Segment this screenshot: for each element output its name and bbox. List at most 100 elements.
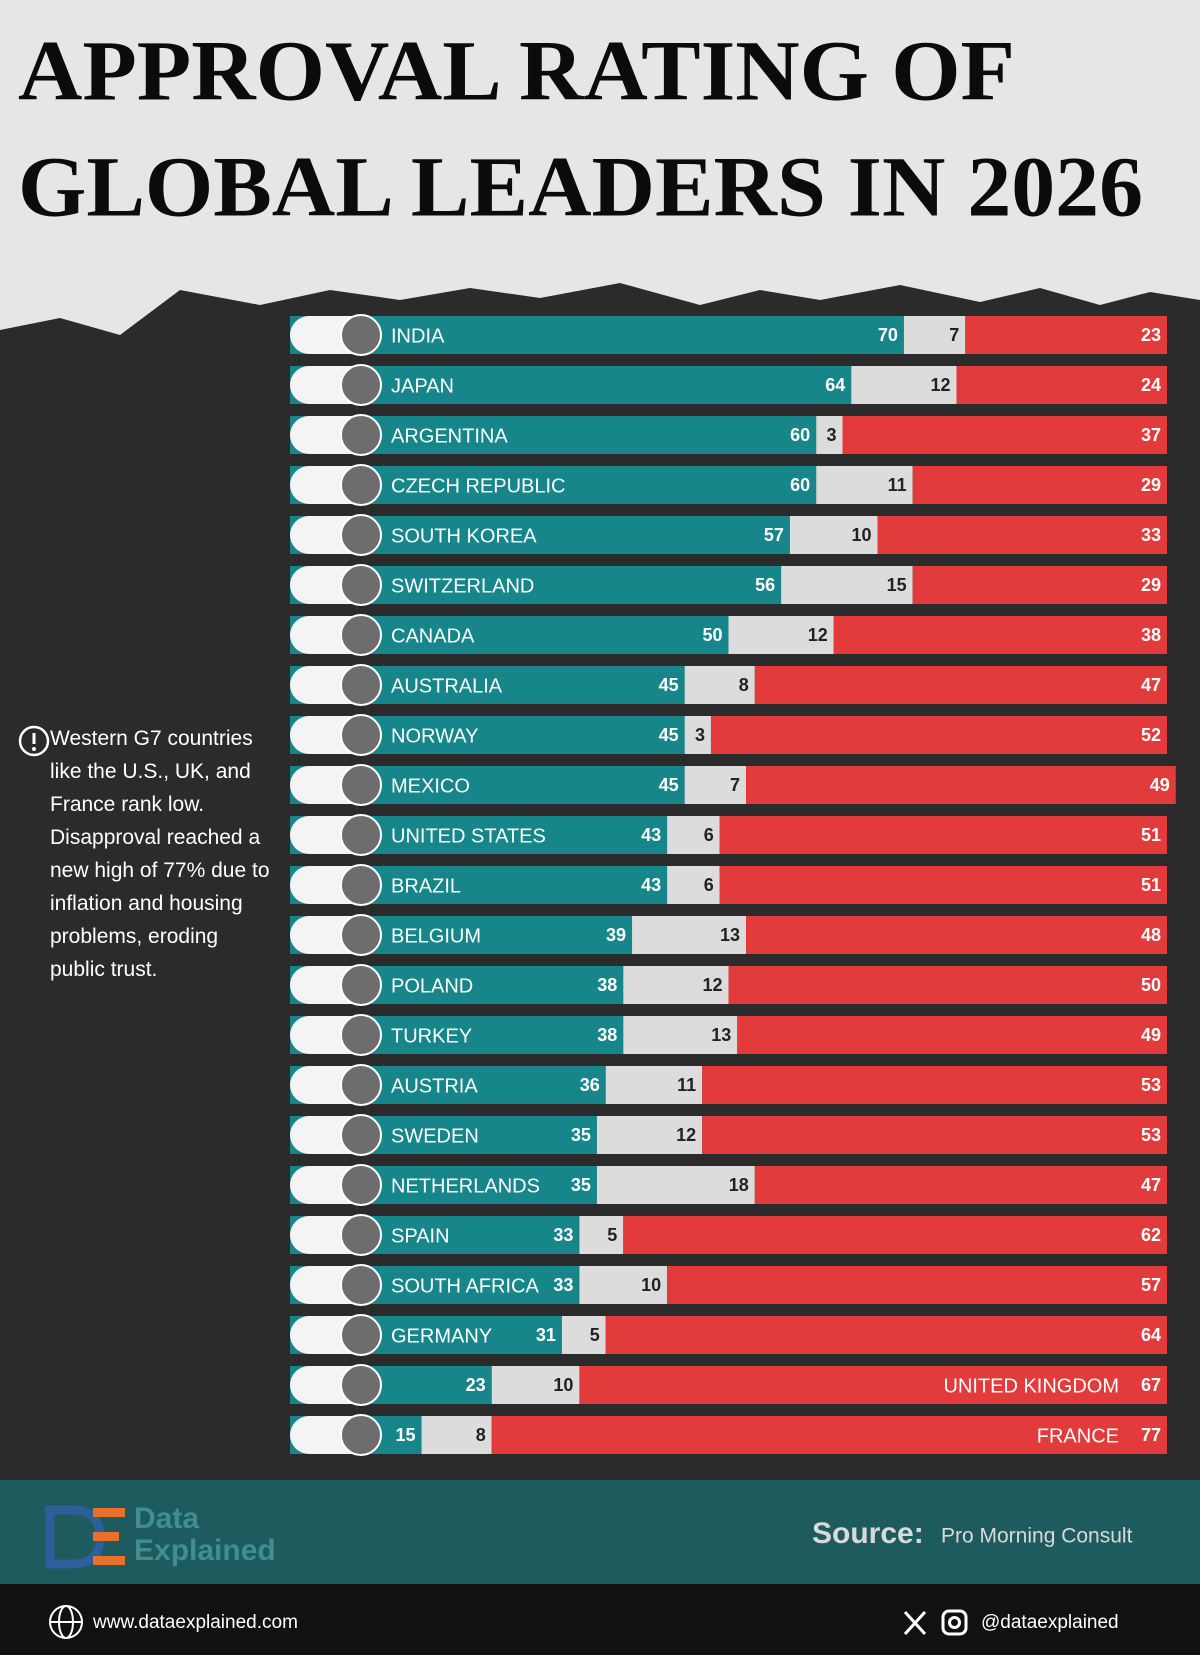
bar-segment <box>684 666 755 704</box>
value-label: 51 <box>1141 825 1161 845</box>
value-label: 12 <box>930 375 950 395</box>
portrait <box>340 1214 382 1256</box>
value-label: 23 <box>466 1375 486 1395</box>
value-label: 45 <box>659 775 679 795</box>
value-label: 50 <box>1141 975 1161 995</box>
value-label: 64 <box>825 375 845 395</box>
bar-segment <box>746 766 1176 804</box>
value-label: 56 <box>755 575 775 595</box>
portrait <box>340 1264 382 1306</box>
bar-segment <box>579 1266 668 1304</box>
category-label: GERMANY <box>391 1325 492 1347</box>
bar-segment <box>710 716 1167 754</box>
annotation-box: Western G7 countries like the U.S., UK, … <box>50 727 270 981</box>
bar-segment <box>702 1116 1167 1154</box>
portrait <box>340 864 382 906</box>
bar-segment <box>667 816 720 854</box>
value-label: 53 <box>1141 1075 1161 1095</box>
globe-icon <box>49 1605 83 1639</box>
value-label: 23 <box>1141 325 1161 345</box>
portrait <box>340 964 382 1006</box>
bar-segment <box>579 1366 1167 1404</box>
bar-segment <box>719 816 1167 854</box>
bar-segment <box>851 366 957 404</box>
value-label: 15 <box>887 575 907 595</box>
value-label: 52 <box>1141 725 1161 745</box>
value-label: 6 <box>704 825 714 845</box>
bar-segment <box>781 566 913 604</box>
brand: Data <box>134 1502 199 1535</box>
value-label: 33 <box>553 1225 573 1245</box>
value-label: 15 <box>396 1425 416 1445</box>
category-label: TURKEY <box>391 1025 472 1047</box>
portrait <box>340 664 382 706</box>
value-label: 8 <box>739 675 749 695</box>
category-label: CANADA <box>391 625 475 647</box>
value-label: 45 <box>659 725 679 745</box>
value-label: 43 <box>641 875 661 895</box>
value-label: 3 <box>695 725 705 745</box>
category-label: UNITED KINGDOM <box>943 1375 1119 1397</box>
value-label: 38 <box>1141 625 1161 645</box>
category-label: SOUTH KOREA <box>391 525 537 547</box>
social-icons <box>903 1609 968 1636</box>
paper-top <box>0 0 1200 335</box>
note-icon <box>18 725 50 757</box>
annotation: Western G7 countries like the U.S., UK, … <box>50 727 270 981</box>
bar-segment <box>842 416 1167 454</box>
value-label: 12 <box>676 1125 696 1145</box>
value-label: 18 <box>729 1175 749 1195</box>
portrait <box>340 1164 382 1206</box>
footer-band <box>0 1480 1200 1584</box>
value-label: 35 <box>571 1175 591 1195</box>
bar-segment <box>746 916 1167 954</box>
bar-segment <box>684 766 747 804</box>
bar-segment <box>421 1416 492 1454</box>
portrait <box>340 514 382 556</box>
category-label: SPAIN <box>391 1225 450 1247</box>
portrait <box>340 1064 382 1106</box>
bar-segment <box>816 416 843 454</box>
value-label: 64 <box>1141 1325 1161 1345</box>
portrait <box>340 414 382 456</box>
bar-segment <box>491 1366 580 1404</box>
value-label: 57 <box>1141 1275 1161 1295</box>
value-label: 70 <box>878 325 898 345</box>
bar-segment <box>877 516 1167 554</box>
value-label: 7 <box>730 775 740 795</box>
bar-segment <box>956 366 1167 404</box>
chart-title: APPROVAL RATING OF <box>18 23 1015 119</box>
value-label: 5 <box>607 1225 617 1245</box>
value-label: 67 <box>1141 1375 1161 1395</box>
footer-bottom <box>0 1584 1200 1655</box>
bar-segment <box>491 1416 1168 1454</box>
portrait <box>340 564 382 606</box>
bar-segment <box>816 466 913 504</box>
value-label: 60 <box>790 475 810 495</box>
bar-segment <box>667 1266 1167 1304</box>
value-label: 6 <box>704 875 714 895</box>
value-label: 13 <box>711 1025 731 1045</box>
value-label: 33 <box>1141 525 1161 545</box>
category-label: NETHERLANDS <box>391 1175 540 1197</box>
website: www.dataexplained.com <box>92 1612 298 1633</box>
value-label: 47 <box>1141 1175 1161 1195</box>
value-label: 36 <box>580 1075 600 1095</box>
category-label: CZECH REPUBLIC <box>391 475 565 497</box>
portrait <box>340 364 382 406</box>
bar-segment <box>833 616 1167 654</box>
portrait <box>340 914 382 956</box>
value-label: 53 <box>1141 1125 1161 1145</box>
category-label: SOUTH AFRICA <box>391 1275 539 1297</box>
bar-segment <box>623 1216 1167 1254</box>
value-label: 11 <box>888 475 907 495</box>
category-label: POLAND <box>391 975 473 997</box>
portrait <box>340 464 382 506</box>
value-label: 24 <box>1141 375 1161 395</box>
bar-segment <box>290 366 852 404</box>
value-label: 3 <box>826 425 836 445</box>
value-label: 48 <box>1141 925 1161 945</box>
bar-segment <box>561 1316 606 1354</box>
value-label: 8 <box>476 1425 486 1445</box>
source: Pro Morning Consult <box>941 1525 1133 1548</box>
